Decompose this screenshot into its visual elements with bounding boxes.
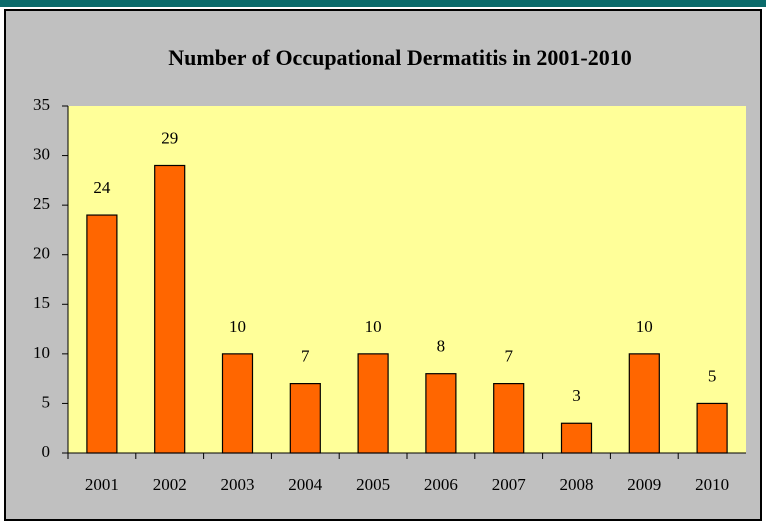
data-label: 10 — [636, 317, 653, 336]
x-tick-label: 2006 — [424, 475, 458, 494]
x-tick-label: 2003 — [221, 475, 255, 494]
data-label: 7 — [301, 347, 310, 366]
chart-title: Number of Occupational Dermatitis in 200… — [168, 45, 631, 70]
data-label: 24 — [93, 178, 111, 197]
bar — [357, 353, 389, 454]
data-label: 29 — [161, 128, 178, 147]
bar — [289, 383, 321, 454]
data-label: 7 — [504, 347, 513, 366]
y-tick-label: 35 — [33, 95, 50, 114]
x-tick-label: 2007 — [492, 475, 527, 494]
data-label: 10 — [229, 317, 246, 336]
y-tick-label: 10 — [33, 343, 50, 362]
y-tick-label: 15 — [33, 293, 50, 312]
bar — [86, 214, 118, 454]
x-tick-label: 2001 — [85, 475, 119, 494]
y-tick-label: 20 — [33, 244, 50, 263]
x-tick-label: 2004 — [288, 475, 323, 494]
y-tick-label: 0 — [42, 442, 51, 461]
x-tick-label: 2002 — [153, 475, 187, 494]
data-label: 8 — [437, 337, 446, 356]
x-tick-label: 2008 — [560, 475, 594, 494]
data-label: 5 — [708, 366, 717, 385]
bar — [696, 402, 728, 454]
bar — [493, 383, 525, 454]
data-label: 10 — [365, 317, 382, 336]
bar — [560, 422, 593, 454]
x-tick-label: 2005 — [356, 475, 390, 494]
bar — [221, 353, 254, 454]
y-tick-label: 30 — [33, 144, 50, 163]
bar — [154, 164, 186, 454]
bar — [425, 373, 457, 454]
y-tick-label: 5 — [42, 392, 51, 411]
bar — [628, 353, 660, 454]
x-tick-label: 2009 — [627, 475, 661, 494]
top-strip — [0, 0, 766, 7]
y-tick-label: 25 — [33, 194, 50, 213]
data-label: 3 — [572, 386, 581, 405]
x-tick-label: 2010 — [695, 475, 729, 494]
